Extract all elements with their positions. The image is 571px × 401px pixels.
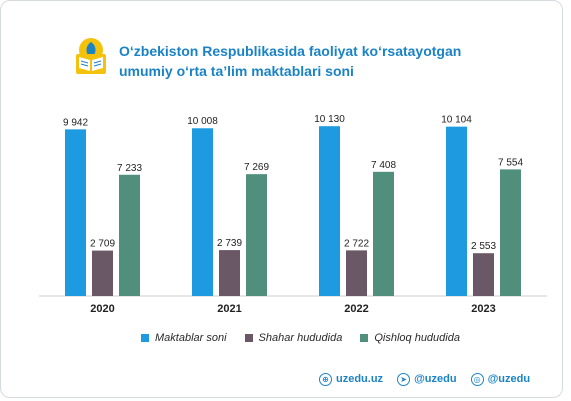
legend: Maktablar soni Shahar hududida Qishloq h… — [141, 330, 460, 346]
globe-icon: ⊕ — [319, 372, 332, 386]
title-line-1: O‘zbekiston Respublikasida faoliyat ko‘r… — [119, 43, 462, 59]
bar-2022-series3 — [373, 171, 394, 296]
legend-item-shahar: Shahar hududida — [244, 332, 343, 344]
footer-instagram-text: @uzedu — [487, 373, 531, 385]
instagram-icon: ◎ — [470, 372, 484, 386]
bar-2021-series1 — [192, 128, 213, 296]
data-label-2022-series1: 10 130 — [314, 114, 345, 125]
x-tick-label-2021: 2021 — [217, 303, 241, 315]
legend-label-series3: Qishloq hududida — [374, 332, 460, 344]
bar-2021-series2 — [219, 250, 240, 296]
chart-title: O‘zbekiston Respublikasida faoliyat ko‘r… — [119, 41, 499, 81]
x-tick-label-2023: 2023 — [471, 303, 495, 315]
legend-item-maktablar: Maktablar soni — [141, 332, 227, 344]
data-label-2021-series2: 2 739 — [217, 238, 242, 249]
footer-links: ⊕ uzedu.uz ➤ @uzedu ◎ @uzedu — [319, 371, 530, 387]
data-label-2023-series2: 2 553 — [471, 241, 496, 252]
data-label-2022-series2: 2 722 — [344, 238, 369, 249]
book-logo-icon — [73, 36, 109, 78]
legend-label-series1: Maktablar soni — [155, 332, 227, 344]
x-tick-label-2020: 2020 — [90, 303, 114, 315]
bar-2020-series2 — [92, 250, 113, 296]
legend-swatch-series3 — [360, 334, 369, 342]
bar-chart: 9 942 2 709 7 233 2020 10 008 2 739 7 269 2021 1… — [39, 114, 547, 315]
footer-site-link[interactable]: ⊕ uzedu.uz — [319, 372, 384, 386]
data-label-2020-series2: 2 709 — [90, 239, 115, 250]
infographic-card: O‘zbekiston Respublikasida faoliyat ko‘r… — [0, 0, 563, 398]
bar-2020-series1 — [65, 129, 86, 296]
data-label-2021-series1: 10 008 — [187, 116, 218, 127]
data-label-2021-series3: 7 269 — [244, 162, 269, 173]
footer-telegram-link[interactable]: ➤ @uzedu — [397, 372, 457, 386]
data-label-2020-series1: 9 942 — [63, 117, 88, 128]
bar-2022-series1 — [319, 126, 340, 296]
x-tick-label-2022: 2022 — [344, 303, 368, 315]
bar-2022-series2 — [346, 250, 367, 296]
bar-2023-series2 — [473, 253, 494, 296]
footer-instagram-link[interactable]: ◎ @uzedu — [470, 372, 531, 386]
footer-site-text: uzedu.uz — [336, 373, 384, 385]
data-label-2023-series1: 10 104 — [441, 115, 472, 126]
legend-swatch-series1 — [141, 334, 149, 342]
legend-item-qishloq: Qishloq hududida — [360, 332, 460, 344]
bar-2020-series3 — [119, 174, 140, 296]
bar-2023-series1 — [446, 126, 467, 296]
bar-2021-series3 — [246, 174, 267, 296]
footer-telegram-text: @uzedu — [414, 373, 457, 385]
bar-2023-series3 — [500, 169, 521, 296]
data-label-2022-series3: 7 408 — [371, 160, 396, 171]
paper-plane-icon: ➤ — [397, 372, 411, 386]
legend-label-series2: Shahar hududida — [258, 332, 343, 344]
data-label-2020-series3: 7 233 — [117, 163, 142, 174]
legend-swatch-series2 — [244, 334, 253, 342]
title-line-2: umumiy o‘rta ta’lim maktablari soni — [119, 63, 354, 79]
data-label-2023-series3: 7 554 — [498, 157, 523, 168]
